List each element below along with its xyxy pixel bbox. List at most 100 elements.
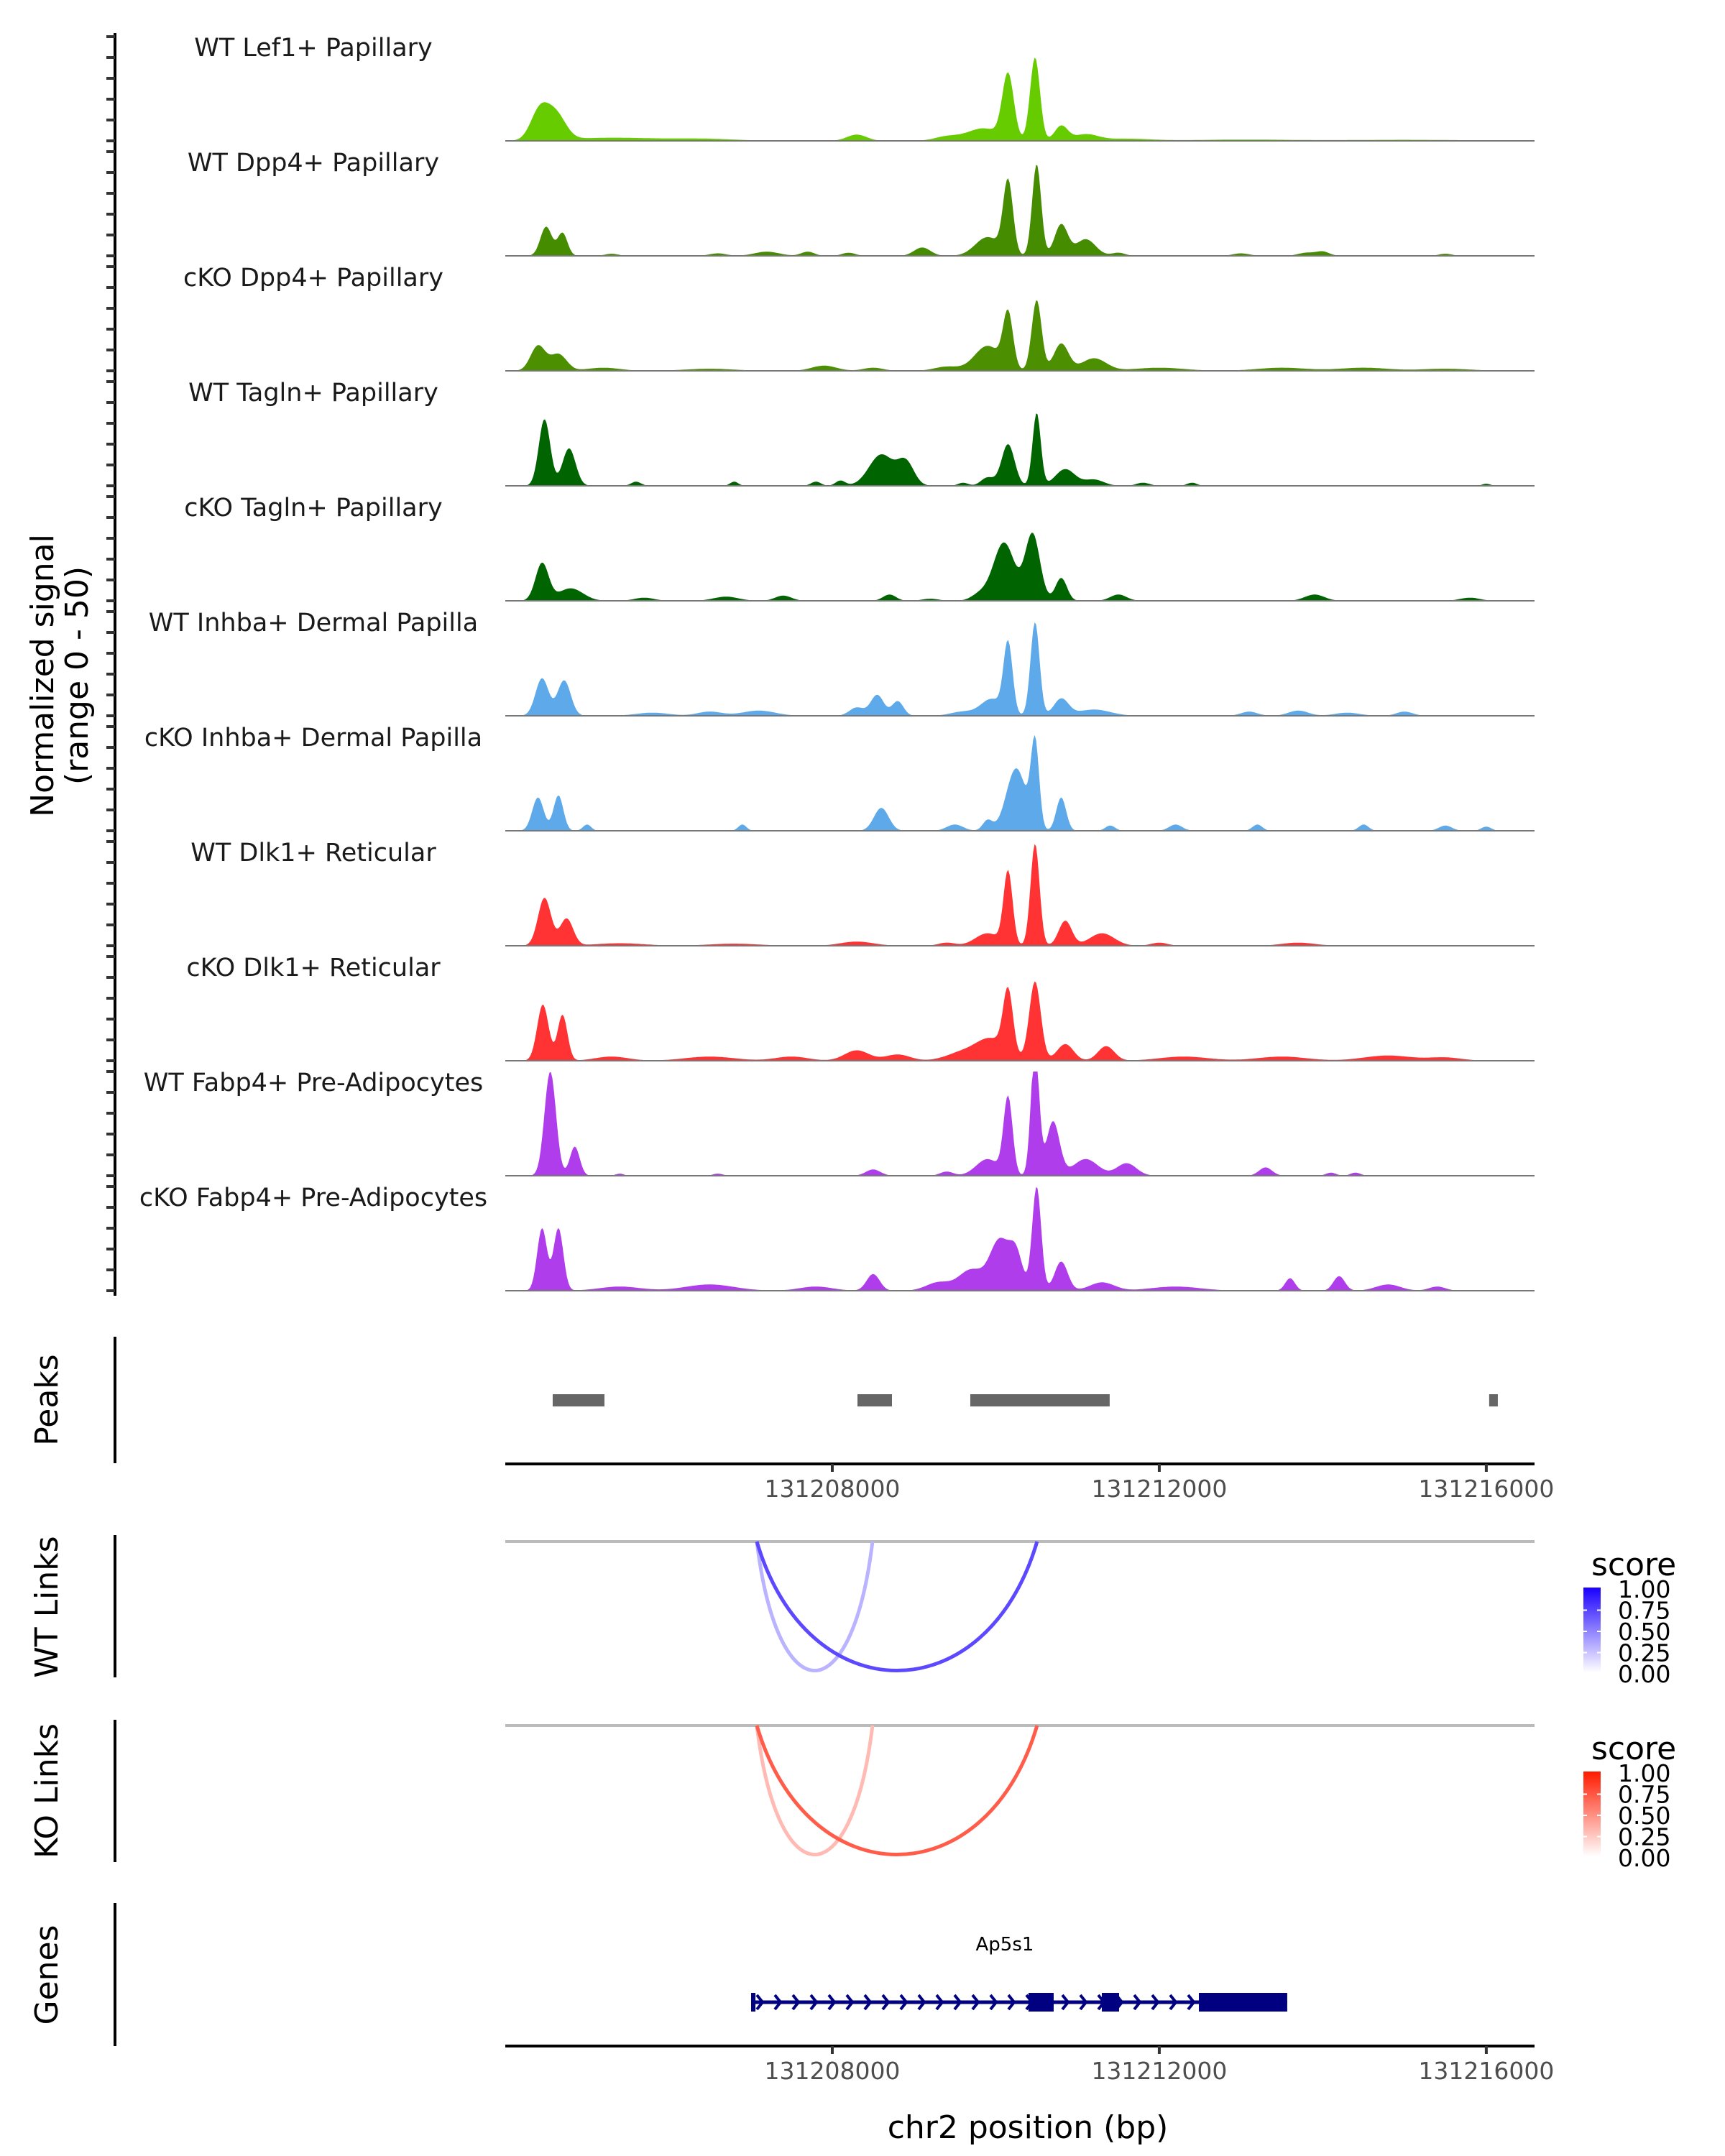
legend-tick-label: 1.00 [1618,1575,1670,1603]
strand-arrow-icon [971,1994,980,2011]
coverage-track: cKO Dlk1+ Reticular [186,954,1535,1061]
coverage-area [505,981,1535,1061]
gene-name-label: Ap5s1 [976,1934,1034,1955]
legend-tick-label: 0.25 [1618,1823,1670,1851]
coverage-track: cKO Inhba+ Dermal Papilla [144,724,1535,831]
coverage-area [505,734,1535,831]
wt-links-score-legend: score 1.000.750.500.250.00 [1583,1547,1676,1688]
strand-arrow-icon [773,1994,783,2011]
gene-exon [1198,1993,1287,2012]
coverage-track: WT Inhba+ Dermal Papilla [149,609,1535,717]
strand-arrow-icon [1151,1994,1160,2011]
coverage-area [505,413,1535,486]
x-tick-label: 131212000 [1091,2057,1227,2085]
strand-arrow-icon [863,1994,873,2011]
strand-arrow-icon [1169,1994,1178,2011]
coverage-track: WT Dpp4+ Papillary [188,149,1535,257]
strand-arrow-icon [827,1994,837,2011]
x-tick-label: 131212000 [1091,1475,1227,1503]
gene-exon [1028,1993,1054,2012]
coverage-area [505,622,1535,716]
track-label: cKO Fabp4+ Pre-Adipocytes [139,1184,487,1212]
legend-colorbar [1583,1772,1601,1856]
legend-tick-label: 0.75 [1618,1597,1670,1625]
coverage-track: cKO Fabp4+ Pre-Adipocytes [139,1184,1535,1291]
gene: Ap5s1 [751,1934,1287,2012]
link-arc [755,1541,875,1672]
peaks-track [552,1394,1498,1406]
x-tick-label: 131216000 [1418,2057,1554,2085]
x-axis-title: chr2 position (bp) [888,2109,1169,2146]
coverage-track: cKO Dpp4+ Papillary [183,264,1535,372]
track-label: cKO Dlk1+ Reticular [186,954,441,982]
x-tick-label: 131208000 [764,1475,900,1503]
coverage-track: cKO Tagln+ Papillary [184,494,1535,602]
strand-arrow-icon [809,1994,819,2011]
strand-arrow-icon [899,1994,908,2011]
link-arc [755,1725,875,1856]
genes-track: Ap5s1 [751,1934,1287,2012]
gene-exon [751,1993,756,2012]
coverage-track: WT Dlk1+ Reticular [190,839,1535,946]
link-track [505,1540,1535,1673]
peaks-panel-label: Peaks [29,1354,65,1445]
track-label: WT Dpp4+ Papillary [188,149,439,178]
coverage-area [505,300,1535,371]
strand-arrow-icon [755,1994,765,2011]
track-label: cKO Tagln+ Papillary [184,494,443,522]
legend-tick-label: 0.25 [1618,1639,1670,1667]
coverage-area [505,1072,1535,1176]
y-axis-title-line2: (range 0 - 50) [59,566,96,785]
coverage-y-axis-title: Normalized signal (range 0 - 50) [24,534,96,817]
coverage-area [505,533,1535,601]
peaks-x-axis: 131208000 131212000 131216000 [505,1462,1554,1503]
track-label: cKO Inhba+ Dermal Papilla [144,724,482,752]
coverage-area [505,57,1535,141]
strand-arrow-icon [881,1994,891,2011]
strand-arrow-icon [917,1994,926,2011]
strand-arrow-icon [1133,1994,1142,2011]
coverage-y-axis [106,33,116,1296]
ko-links-score-legend: score 1.000.750.500.250.00 [1583,1731,1676,1872]
track-label: WT Lef1+ Papillary [194,34,433,63]
legend-tick-label: 0.50 [1618,1618,1670,1646]
strand-arrow-icon [1079,1994,1088,2011]
coverage-track: WT Fabp4+ Pre-Adipocytes [144,1069,1535,1176]
legend-tick-label: 0.75 [1618,1781,1670,1809]
strand-arrow-icon [1061,1994,1070,2011]
track-label: WT Dlk1+ Reticular [190,839,436,867]
y-axis-title-line1: Normalized signal [24,534,61,817]
strand-arrow-icon [935,1994,944,2011]
strand-arrow-icon [989,1994,998,2011]
strand-arrow-icon [1187,1994,1196,2011]
track-label: WT Inhba+ Dermal Papilla [149,609,478,637]
link-tracks [505,1540,1535,1857]
coverage-area [505,844,1535,946]
coverage-tracks: WT Lef1+ Papillary WT Dpp4+ Papillary cKO … [139,34,1535,1291]
peak-region [857,1394,892,1406]
link-track [505,1724,1535,1857]
strand-arrow-icon [845,1994,855,2011]
coverage-track: WT Lef1+ Papillary [194,34,1535,142]
legend-tick-label: 0.50 [1618,1802,1670,1830]
peak-region [552,1394,604,1406]
x-tick-label: 131216000 [1418,1475,1554,1503]
coverage-area [505,1187,1535,1291]
x-tick-label: 131208000 [764,2057,900,2085]
strand-arrow-icon [1007,1994,1016,2011]
peak-region [1489,1394,1498,1406]
track-label: cKO Dpp4+ Papillary [183,264,443,292]
legend-tick-label: 1.00 [1618,1759,1670,1787]
coverage-area [505,165,1535,256]
coverage-track: WT Tagln+ Papillary [188,379,1535,487]
genes-x-axis: 131208000 131212000 131216000 [505,2045,1554,2085]
genes-panel-label: Genes [29,1925,65,2024]
legend-tick-label: 0.00 [1618,1660,1670,1688]
legend-colorbar [1583,1588,1601,1672]
strand-arrow-icon [791,1994,801,2011]
track-label: WT Fabp4+ Pre-Adipocytes [144,1069,483,1097]
link-arc [755,1541,1039,1673]
wt-links-panel-label: WT Links [29,1536,65,1677]
strand-arrow-icon [953,1994,962,2011]
